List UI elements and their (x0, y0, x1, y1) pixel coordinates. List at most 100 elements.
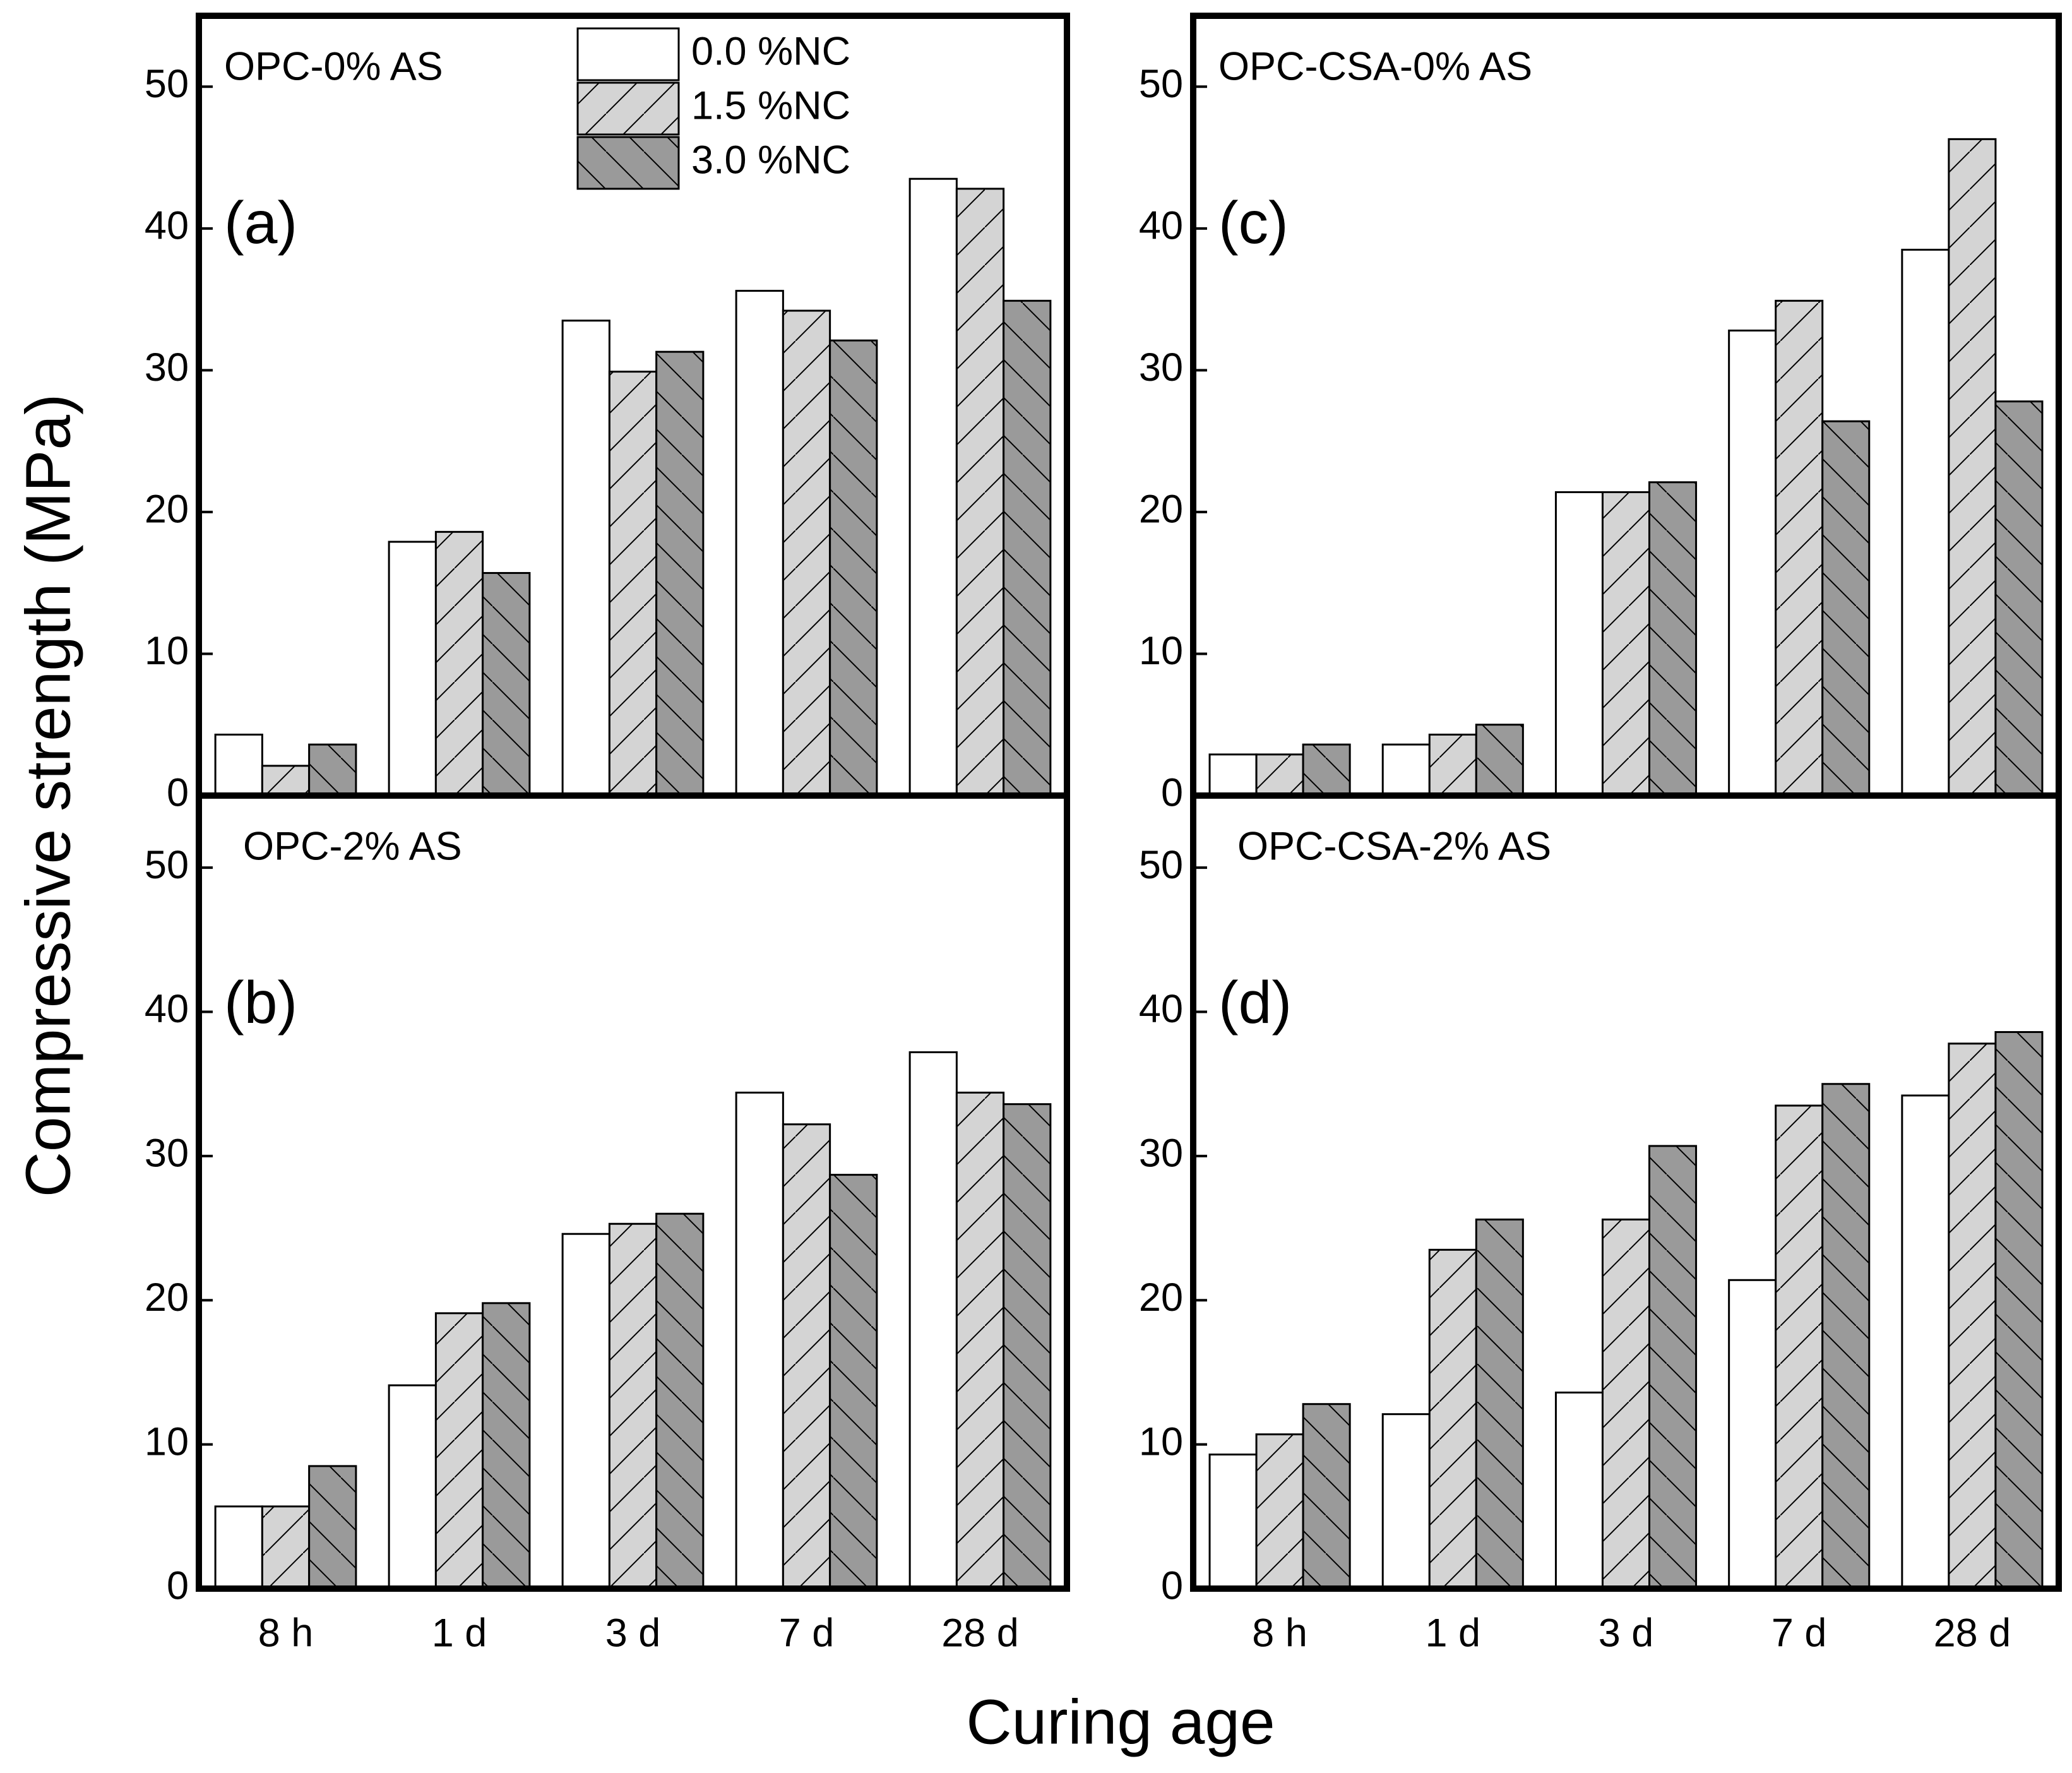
y-tick-label: 20 (1139, 1275, 1183, 1320)
bar (308, 1465, 357, 1590)
bar (782, 309, 831, 797)
bar (955, 1091, 1005, 1590)
y-tick-label: 40 (145, 987, 189, 1031)
y-tick-label: 30 (145, 1131, 189, 1176)
bar (1948, 138, 1997, 797)
bar (908, 1051, 958, 1590)
bar (1901, 249, 1950, 797)
bar (1554, 491, 1604, 797)
x-tick-label: 8 h (258, 1611, 314, 1656)
y-tick-label: 50 (145, 62, 189, 106)
x-tick-label: 3 d (1599, 1611, 1654, 1656)
bar (1648, 481, 1698, 797)
bar (829, 339, 878, 797)
bar (1821, 1083, 1871, 1590)
panel-title: OPC-CSA-2% AS (1237, 825, 1551, 869)
bar (735, 290, 784, 797)
bar (1601, 491, 1651, 797)
bar (1381, 743, 1431, 797)
bar (388, 1384, 437, 1590)
y-tick-label: 50 (1139, 843, 1183, 887)
bar (561, 319, 610, 797)
bar (561, 1233, 610, 1590)
bar (908, 177, 958, 797)
bar (1728, 1279, 1777, 1590)
y-tick-label: 50 (145, 843, 189, 887)
panel-title: OPC-2% AS (243, 825, 462, 869)
bar (1475, 724, 1524, 797)
bar (261, 1505, 311, 1590)
bar (1428, 1248, 1477, 1590)
y-tick-label: 40 (1139, 987, 1183, 1031)
x-tick-label: 8 h (1252, 1611, 1307, 1656)
y-axis-label: Compressive strength (MPa) (13, 394, 83, 1198)
y-tick-label: 30 (1139, 345, 1183, 390)
bar (1601, 1218, 1651, 1590)
bar (735, 1091, 784, 1590)
y-tick-label: 30 (145, 345, 189, 390)
bar (655, 350, 705, 797)
bar (261, 765, 311, 797)
y-tick-label: 10 (145, 629, 189, 673)
bar (1475, 1218, 1524, 1590)
bar (1255, 1433, 1304, 1590)
x-tick-label: 28 d (941, 1611, 1019, 1656)
bar (482, 571, 531, 797)
bar (1775, 1104, 1824, 1590)
bar (608, 1222, 658, 1590)
y-tick-label: 20 (145, 1275, 189, 1320)
bar (1428, 733, 1477, 797)
bar (388, 540, 437, 797)
bar (1775, 299, 1824, 797)
y-tick-label: 40 (1139, 203, 1183, 248)
bar (1554, 1391, 1604, 1590)
x-tick-label: 7 d (779, 1611, 835, 1656)
y-tick-label: 10 (145, 1419, 189, 1464)
y-tick-label: 10 (1139, 629, 1183, 673)
bar (434, 530, 484, 797)
bar (1948, 1042, 1997, 1590)
panel-label: (d) (1218, 969, 1292, 1036)
bar (434, 1312, 484, 1590)
bar (955, 188, 1005, 797)
legend-label: 0.0 %NC (691, 30, 850, 74)
bar (482, 1302, 531, 1590)
x-tick-label: 7 d (1771, 1611, 1827, 1656)
bar (214, 733, 263, 797)
bar (655, 1212, 705, 1590)
legend-label: 1.5 %NC (691, 84, 850, 128)
bar (1821, 420, 1871, 797)
legend-swatch (576, 136, 680, 190)
bar (1381, 1413, 1431, 1590)
legend-swatch (576, 27, 680, 81)
y-tick-label: 0 (167, 1564, 189, 1608)
x-axis-label: Curing age (966, 1686, 1275, 1757)
y-tick-label: 10 (1139, 1419, 1183, 1464)
bar (1994, 400, 2044, 797)
bar (1003, 1103, 1052, 1590)
bar (308, 743, 357, 797)
y-tick-label: 0 (1161, 771, 1183, 815)
y-tick-label: 40 (145, 203, 189, 248)
bar (1648, 1145, 1698, 1590)
legend-swatch (576, 81, 680, 136)
bar (1901, 1094, 1950, 1590)
bar (829, 1174, 878, 1590)
y-tick-label: 50 (1139, 62, 1183, 106)
y-tick-label: 0 (167, 771, 189, 815)
bar (1728, 329, 1777, 797)
bar (1994, 1031, 2044, 1590)
bar (1208, 1454, 1258, 1590)
bar (1255, 753, 1304, 797)
plot-frame (196, 792, 1070, 1592)
x-tick-label: 1 d (1426, 1611, 1481, 1656)
panel-label: (c) (1218, 189, 1289, 256)
y-tick-label: 20 (1139, 487, 1183, 532)
y-tick-label: 30 (1139, 1131, 1183, 1176)
bar (214, 1505, 263, 1590)
x-tick-label: 3 d (605, 1611, 661, 1656)
bar (608, 371, 658, 797)
bar (1302, 1403, 1351, 1590)
panel-label: (b) (224, 969, 297, 1036)
